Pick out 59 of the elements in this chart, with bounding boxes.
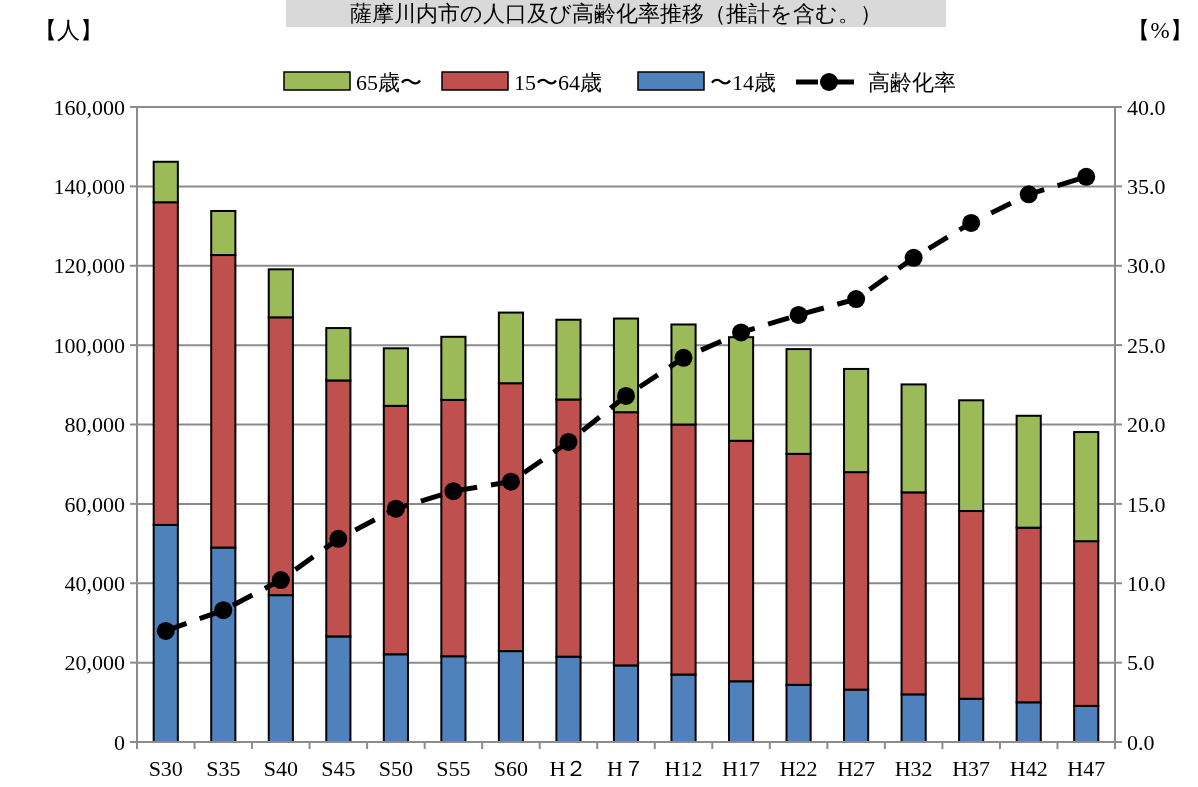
x-tick-label: H12 — [664, 756, 703, 781]
x-tick-label: H７ — [607, 756, 645, 781]
y-axis-title: 【人】 — [33, 18, 103, 43]
point — [329, 529, 348, 548]
y-tick-label: 100,000 — [53, 332, 125, 358]
x-tick-label: S60 — [493, 756, 529, 781]
point — [674, 348, 693, 367]
point — [1077, 167, 1096, 186]
point — [847, 290, 866, 309]
x-tick-label: H47 — [1067, 756, 1106, 781]
y-tick-label: 40,000 — [64, 570, 125, 596]
point — [271, 571, 290, 590]
x-tick-label: S30 — [148, 756, 183, 781]
point — [789, 305, 808, 324]
y2-tick-label: 30.0 — [1127, 253, 1166, 279]
x-tick-label: H27 — [837, 756, 876, 781]
point — [214, 601, 233, 620]
point — [962, 213, 981, 232]
x-tick-label: S55 — [436, 756, 471, 781]
point — [444, 482, 463, 501]
x-tick-label: H42 — [1009, 756, 1048, 781]
x-tick-label: H32 — [894, 756, 933, 781]
y-tick-label: 60,000 — [64, 491, 125, 517]
y2-tick-label: 15.0 — [1127, 491, 1166, 517]
y-tick-label: 80,000 — [64, 412, 125, 438]
point — [559, 432, 578, 451]
x-tick-label: S40 — [263, 756, 298, 781]
point — [1019, 185, 1038, 204]
y2-tick-label: 0.0 — [1127, 729, 1155, 755]
y2-axis-title: 【%】 — [1127, 18, 1193, 43]
legend-label: 65歳〜 — [356, 69, 422, 95]
x-tick-label: H17 — [722, 756, 760, 781]
y-tick-label: 120,000 — [53, 253, 125, 279]
point — [386, 499, 405, 518]
legend-label: 15〜64歳 — [514, 69, 602, 95]
legend-label: 〜14歳 — [710, 69, 776, 95]
y-tick-label: 160,000 — [53, 94, 125, 120]
y2-tick-label: 35.0 — [1127, 174, 1166, 200]
x-tick-label: S35 — [206, 756, 241, 781]
x-tick-label: H22 — [779, 756, 818, 781]
point — [156, 621, 175, 640]
y2-tick-label: 20.0 — [1127, 412, 1166, 438]
chart-title: 薩摩川内市の人口及び高齢化率推移（推計を含む。） — [350, 1, 882, 26]
x-tick-label: H２ — [549, 756, 588, 781]
y2-tick-label: 10.0 — [1127, 570, 1166, 596]
legend-label: 高齢化率 — [868, 69, 956, 95]
x-tick-label: H37 — [952, 756, 991, 781]
y-tick-label: 0 — [114, 729, 125, 755]
y2-tick-label: 40.0 — [1127, 94, 1166, 120]
point — [501, 472, 520, 491]
y-tick-label: 20,000 — [64, 650, 125, 676]
x-tick-label: S50 — [378, 756, 414, 781]
y-tick-label: 140,000 — [53, 174, 125, 200]
point — [732, 323, 751, 342]
x-tick-label: S45 — [321, 756, 356, 781]
y2-tick-label: 25.0 — [1127, 332, 1166, 358]
y2-tick-label: 5.0 — [1127, 650, 1155, 676]
point — [904, 248, 923, 267]
point — [617, 386, 635, 405]
